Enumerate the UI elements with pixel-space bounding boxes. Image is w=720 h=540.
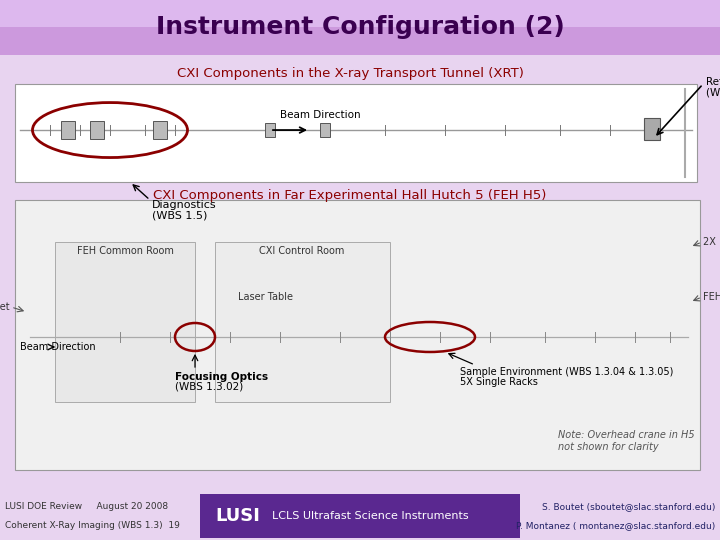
Text: LUSI DOE Review     August 20 2008: LUSI DOE Review August 20 2008 xyxy=(5,502,168,511)
Text: FEH Common Room: FEH Common Room xyxy=(76,246,174,256)
Text: (WBS 1.3.02): (WBS 1.3.02) xyxy=(175,382,243,392)
Text: Laser Table: Laser Table xyxy=(238,292,292,302)
Bar xyxy=(15,200,700,470)
Text: 5X Single Racks: 5X Single Racks xyxy=(460,377,538,387)
Text: 2X Double Racks: 2X Double Racks xyxy=(703,237,720,247)
Text: Gas Cabinet: Gas Cabinet xyxy=(0,302,10,312)
Bar xyxy=(61,121,75,139)
Text: S. Boutet (sboutet@slac.stanford.edu): S. Boutet (sboutet@slac.stanford.edu) xyxy=(541,502,715,511)
Bar xyxy=(0,27,720,55)
Bar xyxy=(55,242,195,402)
Text: LUSI: LUSI xyxy=(215,507,260,525)
Bar xyxy=(15,84,697,182)
Bar xyxy=(320,123,330,137)
Text: Instrument Configuration (2): Instrument Configuration (2) xyxy=(156,15,564,39)
Text: CXI Components in the X-ray Transport Tunnel (XRT): CXI Components in the X-ray Transport Tu… xyxy=(176,67,523,80)
Bar xyxy=(644,118,660,140)
Bar xyxy=(215,242,390,402)
Text: Beam Direction: Beam Direction xyxy=(280,110,361,120)
Text: Diagnostics: Diagnostics xyxy=(152,200,217,210)
Text: (WBS 1.5): (WBS 1.5) xyxy=(152,210,207,220)
Text: Beam Direction: Beam Direction xyxy=(20,342,96,352)
Bar xyxy=(265,123,275,137)
Text: Coherent X-Ray Imaging (WBS 1.3)  19: Coherent X-Ray Imaging (WBS 1.3) 19 xyxy=(5,522,180,530)
Text: (WBS 1.3.03): (WBS 1.3.03) xyxy=(706,87,720,97)
Text: FEH H5: FEH H5 xyxy=(703,292,720,302)
Text: Reference Laser: Reference Laser xyxy=(706,77,720,87)
Text: Focusing Optics: Focusing Optics xyxy=(175,372,268,382)
Text: LCLS Ultrafast Science Instruments: LCLS Ultrafast Science Instruments xyxy=(265,511,469,521)
Bar xyxy=(200,494,520,538)
Text: Sample Environment (WBS 1.3.04 & 1.3.05): Sample Environment (WBS 1.3.04 & 1.3.05) xyxy=(460,367,673,377)
Text: P. Montanez ( montanez@slac.stanford.edu): P. Montanez ( montanez@slac.stanford.edu… xyxy=(516,522,715,530)
Text: CXI Control Room: CXI Control Room xyxy=(259,246,345,256)
Text: Note: Overhead crane in H5
not shown for clarity: Note: Overhead crane in H5 not shown for… xyxy=(559,430,695,452)
Bar xyxy=(153,121,167,139)
Bar xyxy=(90,121,104,139)
Text: CXI Components in Far Experimental Hall Hutch 5 (FEH H5): CXI Components in Far Experimental Hall … xyxy=(153,189,546,202)
